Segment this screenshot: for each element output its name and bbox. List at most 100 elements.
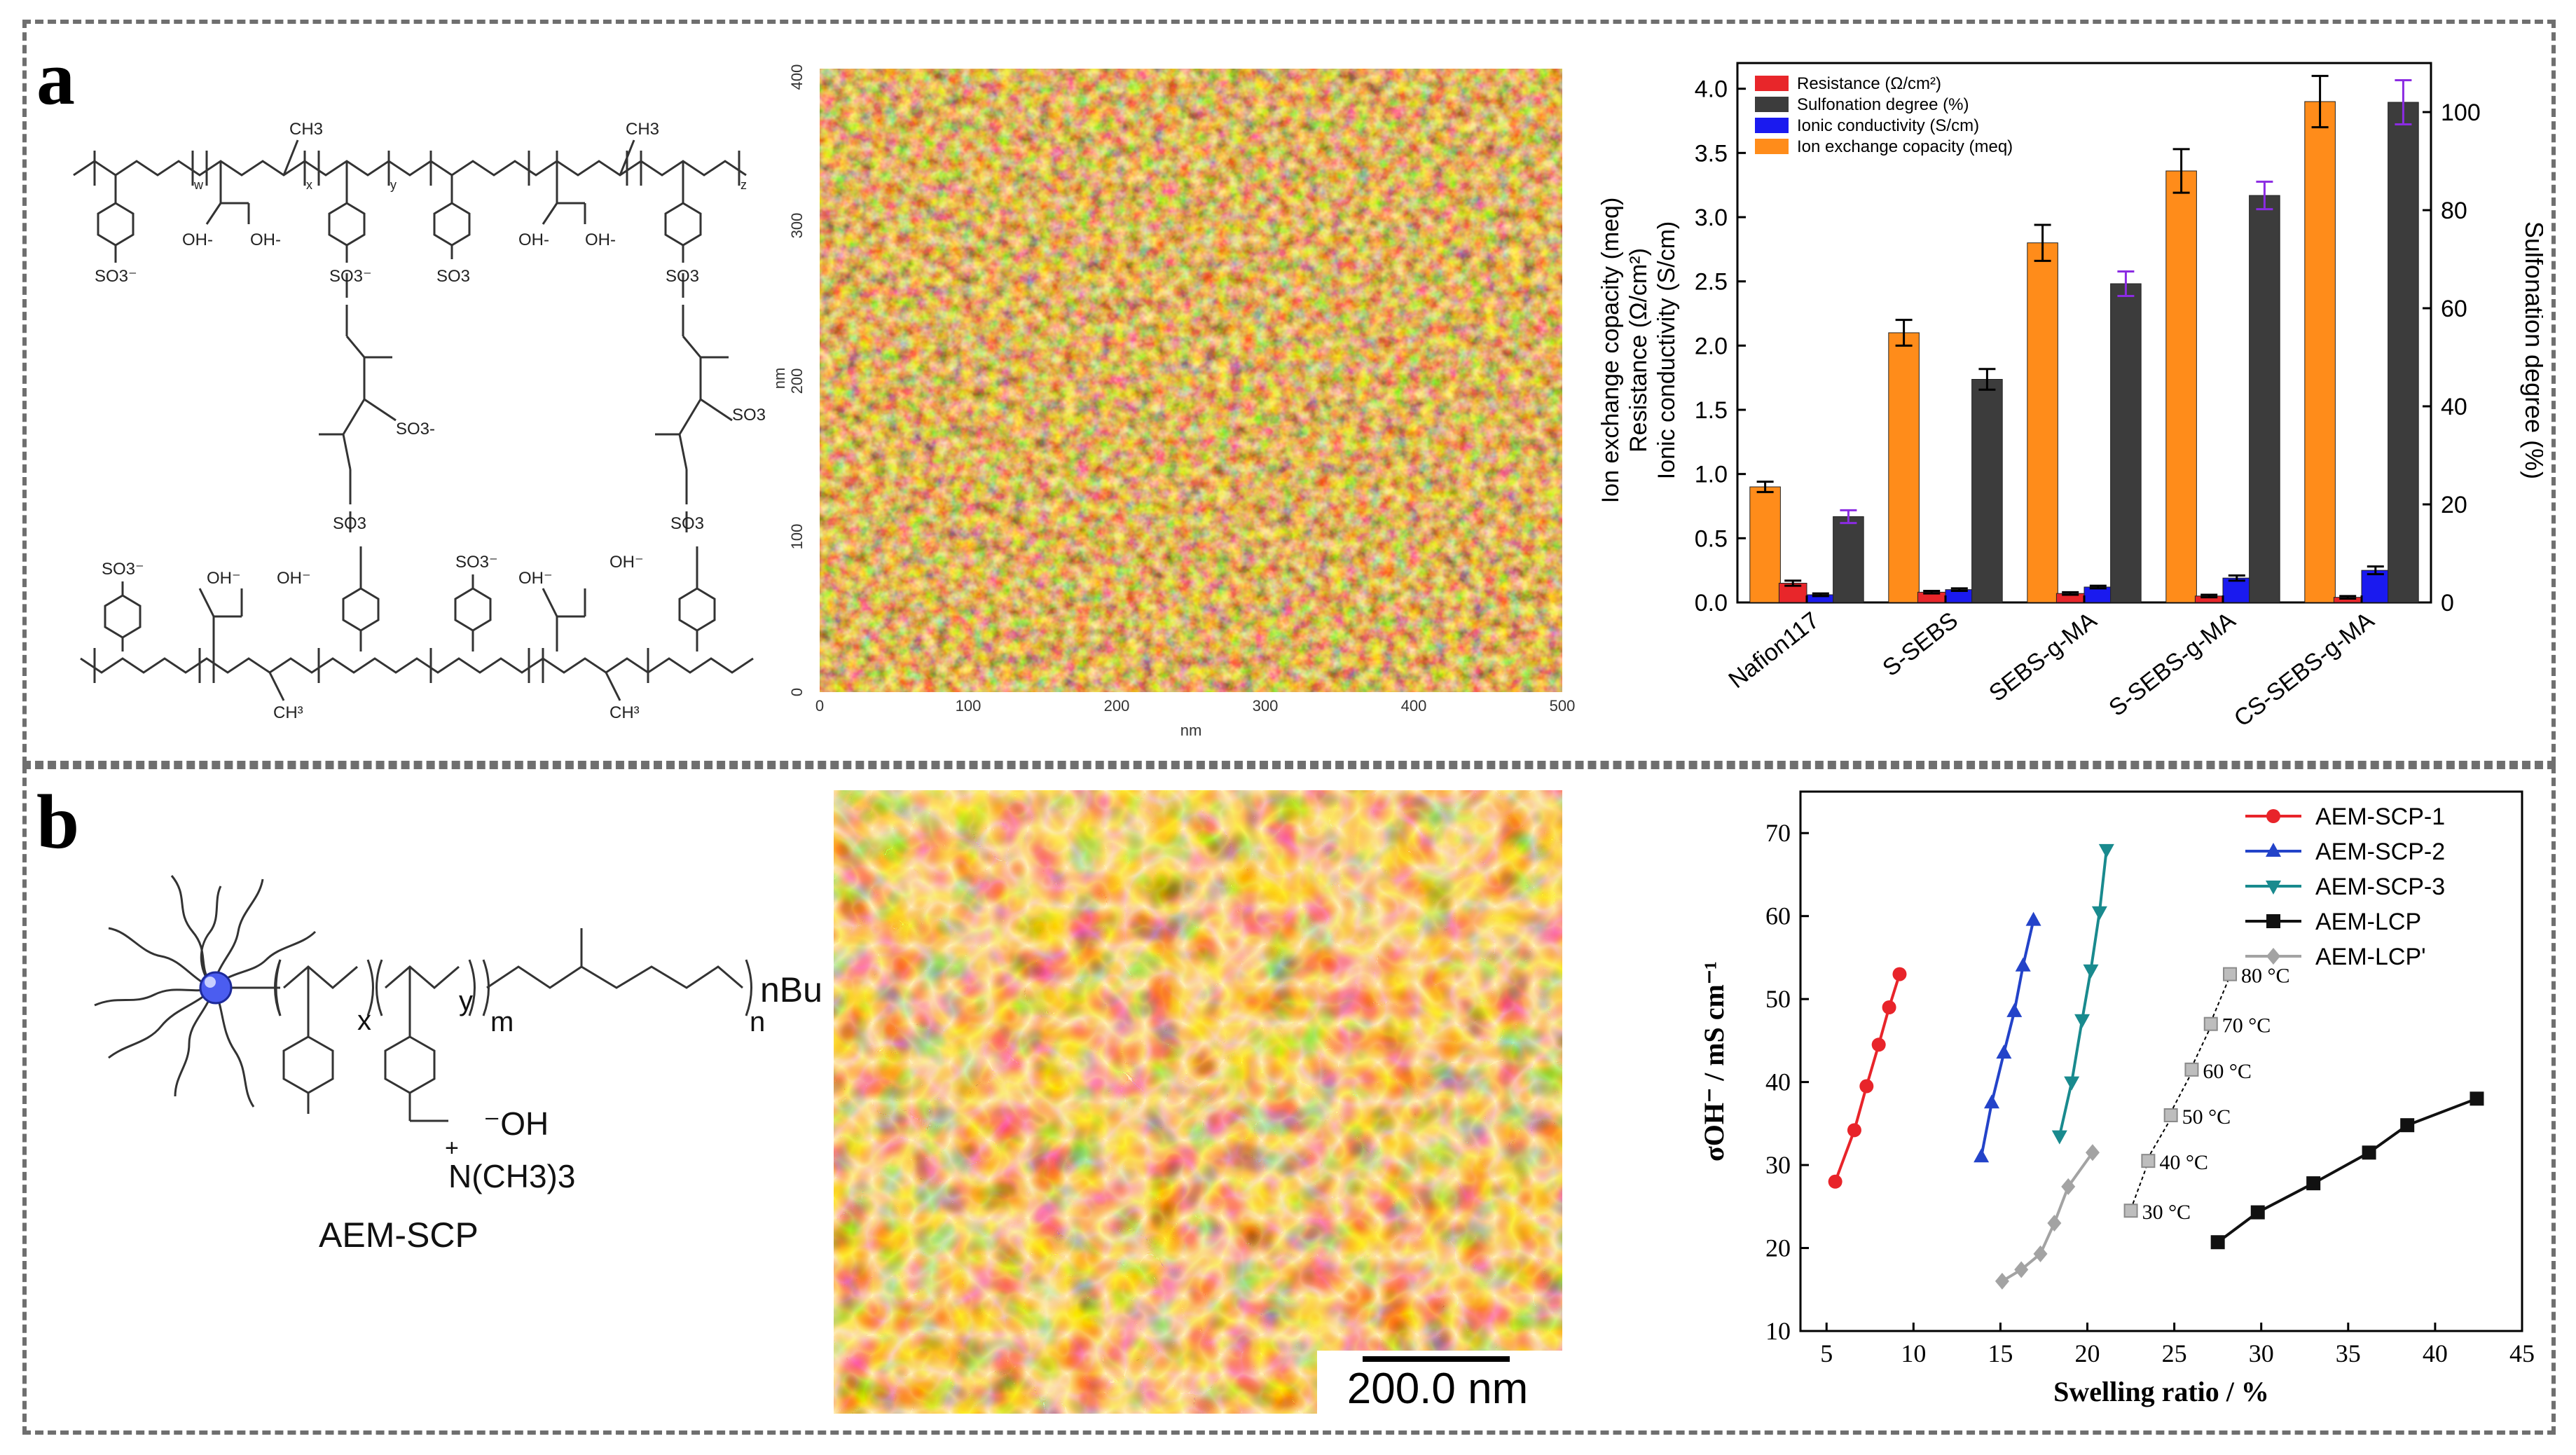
plot-frame xyxy=(1799,790,2523,1332)
subscript-label: x xyxy=(306,178,312,192)
y-tick-label-left: 0.0 xyxy=(1695,590,1728,616)
y-tick-label-right: 80 xyxy=(2441,198,2467,224)
temperature-arrow xyxy=(2149,1122,2170,1154)
x-tick-label: 20 xyxy=(2075,1339,2100,1367)
x-tick-label: 10 xyxy=(1901,1339,1926,1367)
ammonium-label: N(CH3)3 xyxy=(448,1158,575,1194)
data-point xyxy=(2047,1215,2062,1232)
data-point xyxy=(2362,1145,2376,1160)
series-line xyxy=(1980,920,2035,1157)
oh-label: OH- xyxy=(585,230,616,249)
y-tick-label: 30 xyxy=(1765,1151,1791,1179)
y-tick-label-right: 40 xyxy=(2441,394,2467,420)
x-tick-label: Nafion117 xyxy=(1723,607,1824,694)
data-point xyxy=(2098,843,2114,858)
temperature-point xyxy=(2141,1154,2156,1168)
subscript-x: x xyxy=(357,1005,371,1036)
y-axis-label: σOH⁻ / mS cm⁻¹ xyxy=(1698,961,1730,1161)
bar-ionic xyxy=(2222,577,2252,603)
afm-a-ytick: 400 xyxy=(788,64,806,90)
data-point xyxy=(2266,843,2281,857)
y-tick-label-left: 1.5 xyxy=(1695,397,1728,424)
data-point xyxy=(2266,914,2280,928)
bar-ionic xyxy=(2361,570,2390,603)
bar-ion xyxy=(1888,332,1920,603)
y-tick-label-right: 20 xyxy=(2441,492,2467,518)
data-point xyxy=(2470,1091,2484,1106)
so3-label: SO3- xyxy=(396,420,435,439)
y-tick-label-left: 3.5 xyxy=(1695,140,1728,167)
x-tick-label: 40 xyxy=(2423,1339,2448,1367)
polymer-name: AEM-SCP xyxy=(319,1215,478,1255)
hydroxide-label: ⁻OH xyxy=(483,1105,549,1142)
afm-image-a: 0 100 200 300 400 500 nm 0 100 200 300 4… xyxy=(771,64,1575,739)
temperature-point xyxy=(2223,967,2238,981)
bar-ion xyxy=(2165,170,2197,603)
subscript-label: z xyxy=(741,178,747,192)
data-point xyxy=(2266,881,2281,895)
data-point xyxy=(2085,1144,2100,1161)
legend-label: Resistance (Ω/cm²) xyxy=(1797,74,1941,93)
temperature-arrow xyxy=(2212,981,2229,1018)
so3-label: SO3 xyxy=(436,267,470,286)
data-point xyxy=(2266,809,2280,823)
afm-a-ytick: 0 xyxy=(788,688,806,696)
temperature-arrow xyxy=(2193,1030,2210,1063)
x-tick-label: 35 xyxy=(2336,1339,2361,1367)
subscript-label: y xyxy=(390,178,397,192)
data-point xyxy=(2064,1076,2080,1091)
bar-sulfonation xyxy=(2110,283,2142,603)
oh-label: OH- xyxy=(518,230,549,249)
data-point xyxy=(1892,967,1907,981)
x-tick-label: S-SEBS-g-MA xyxy=(2104,607,2240,722)
legend-swatch xyxy=(1755,139,1789,154)
series-line xyxy=(2058,849,2108,1137)
data-point xyxy=(1984,1094,2000,1109)
legend-label: AEM-LCP' xyxy=(2315,944,2426,970)
bar-ion xyxy=(1749,486,1781,603)
data-point xyxy=(2033,1245,2048,1262)
panel-a-frame xyxy=(22,20,2556,765)
oh-label: OH⁻ xyxy=(609,553,644,572)
data-point xyxy=(2250,1205,2265,1220)
y-tick-label-right: 0 xyxy=(2441,590,2454,616)
legend-swatch xyxy=(1755,97,1789,112)
data-point xyxy=(2006,1002,2023,1017)
afm-a-xtick: 300 xyxy=(1253,697,1279,715)
legend-swatch xyxy=(1755,76,1789,91)
afm-a-xtick: 200 xyxy=(1104,697,1130,715)
afm-a-xlabel: nm xyxy=(1180,722,1202,739)
data-point xyxy=(2025,911,2041,926)
core-sphere-highlight xyxy=(205,977,216,988)
y-tick-label-right: 60 xyxy=(2441,296,2467,322)
chem-structure-a: CH3 CH3 SO3⁻ SO3⁻ SO3 SO3 OH- OH- OH- OH… xyxy=(73,120,766,722)
y-tick-label: 70 xyxy=(1765,819,1791,847)
y-tick-label: 60 xyxy=(1765,902,1791,930)
so3-label: SO3 xyxy=(666,267,699,286)
plus-label: + xyxy=(445,1135,459,1161)
y-tick-label: 50 xyxy=(1765,985,1791,1013)
temperature-arrow xyxy=(2172,1076,2191,1109)
x-tick-label: 15 xyxy=(1988,1339,2013,1367)
line-chart-b: 5 10 15 20 25 30 35 40 45 10 20 30 40 50 60 70 Swelling … xyxy=(1698,790,2535,1407)
bar-sulfonation xyxy=(2249,195,2280,603)
series-line xyxy=(2001,1152,2094,1283)
temperature-arrow xyxy=(2132,1167,2147,1204)
afm-a-xtick: 100 xyxy=(956,697,982,715)
data-point xyxy=(1995,1272,2009,1290)
data-point xyxy=(1847,1123,1861,1138)
data-point xyxy=(2210,1235,2225,1250)
y-tick-label-left: 2.0 xyxy=(1695,333,1728,359)
oh-label: OH- xyxy=(250,230,281,249)
ch3-label: CH3 xyxy=(626,120,659,139)
legend-label: Ionic conductivity (S/cm) xyxy=(1797,116,1979,135)
so3-label: SO3 xyxy=(333,514,366,533)
so3-label: SO3 xyxy=(670,514,704,533)
y-tick-label-left: 2.5 xyxy=(1695,269,1728,296)
y-tick-label: 20 xyxy=(1765,1234,1791,1262)
temperature-label: 50 °C xyxy=(2182,1105,2231,1129)
core-sphere xyxy=(199,971,233,1005)
data-point xyxy=(1882,1000,1896,1014)
x-tick-label: CS-SEBS-g-MA xyxy=(2229,607,2379,732)
afm-a-ytick: 300 xyxy=(788,213,806,239)
